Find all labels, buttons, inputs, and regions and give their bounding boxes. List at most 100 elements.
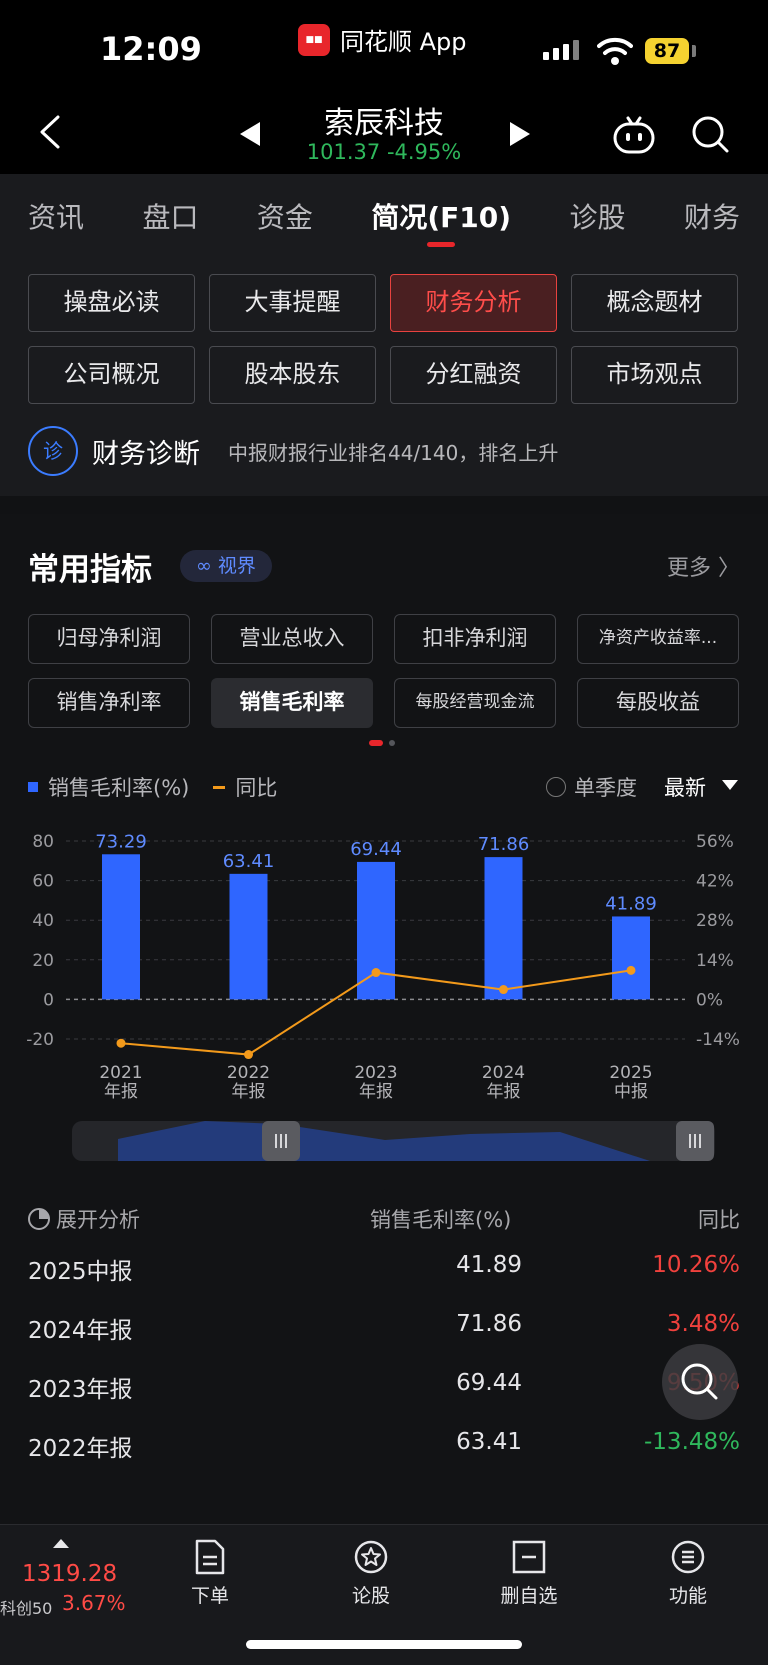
row-period: 2025中报: [28, 1259, 133, 1285]
y-left-tick-label: 20: [32, 951, 54, 971]
status-bar: 12:09 ■■ 同花顺 App 87: [0, 0, 768, 88]
table-row[interactable]: 2025中报 41.89 10.26%: [28, 1240, 740, 1298]
document-icon: [195, 1539, 225, 1575]
indicator-revenue[interactable]: 营业总收入: [211, 614, 373, 664]
yoy-point: [244, 1050, 253, 1060]
row-yoy: 3.48%: [666, 1311, 740, 1337]
nav-remove-label: 删自选: [500, 1585, 558, 1607]
diagnosis-icon: 诊: [28, 426, 78, 476]
expand-up-icon: [53, 1539, 69, 1548]
floating-search-button[interactable]: [662, 1344, 738, 1420]
indicator-deducted-profit[interactable]: 扣非净利润: [394, 614, 556, 664]
more-link[interactable]: 更多 〉: [667, 556, 740, 581]
f10-button-shareholders[interactable]: 股本股东: [209, 346, 376, 404]
shijie-badge[interactable]: ∞ 视界: [180, 550, 272, 582]
table-row[interactable]: 2024年报 71.86 3.48%: [28, 1299, 740, 1357]
row-period: 2023年报: [28, 1377, 133, 1403]
diagnosis-text: 中报财报行业排名44/140，排名上升: [228, 440, 559, 465]
infinity-icon: ∞: [196, 555, 218, 577]
tab-finance[interactable]: 财务: [683, 201, 740, 234]
tab-diagnosis[interactable]: 诊股: [569, 201, 626, 234]
indicator-buttons: 归母净利润 营业总收入 扣非净利润 净资产收益率... 销售净利率 销售毛利率 …: [28, 614, 740, 728]
financial-diagnosis[interactable]: 诊 财务诊断 中报财报行业排名44/140，排名上升: [28, 426, 558, 476]
prev-stock-icon[interactable]: [240, 122, 260, 146]
indicator-roe[interactable]: 净资产收益率...: [577, 614, 739, 664]
y-right-tick-label: 56%: [696, 832, 734, 852]
menu-circle-icon: [671, 1540, 705, 1574]
robot-assistant-icon[interactable]: [612, 116, 656, 156]
f10-button-trading-guide[interactable]: 操盘必读: [28, 274, 195, 332]
indicator-eps[interactable]: 每股收益: [577, 678, 739, 728]
indicator-net-profit[interactable]: 归母净利润: [28, 614, 190, 664]
yoy-point: [499, 985, 508, 995]
tab-news[interactable]: 资讯: [28, 201, 85, 234]
f10-button-dividends[interactable]: 分红融资: [390, 346, 557, 404]
star-badge-icon: [354, 1540, 388, 1574]
bar: [612, 916, 650, 1000]
f10-button-events[interactable]: 大事提醒: [209, 274, 376, 332]
minus-square-icon: [512, 1540, 546, 1574]
tab-quote[interactable]: 盘口: [142, 201, 199, 234]
battery-level: 87: [645, 38, 689, 64]
row-value: 41.89: [456, 1252, 522, 1278]
bar-value-label: 41.89: [605, 893, 657, 914]
row-value: 71.86: [456, 1311, 522, 1337]
stock-price: 101.37: [306, 140, 381, 164]
shijie-label: 视界: [217, 555, 256, 577]
app-name: ■■ 同花顺 App: [298, 22, 467, 57]
single-quarter-toggle[interactable]: 单季度: [546, 772, 637, 802]
f10-button-company-profile[interactable]: 公司概况: [28, 346, 195, 404]
period-dropdown[interactable]: 最新: [664, 772, 738, 802]
yoy-point: [116, 1038, 126, 1048]
x-tick-label: 2025: [609, 1063, 652, 1083]
x-tick-label: 2022: [227, 1063, 270, 1083]
table-row[interactable]: 2022年报 63.41 -13.48%: [28, 1417, 740, 1475]
y-left-tick-label: 0: [43, 990, 54, 1010]
section-title: 常用指标: [28, 552, 152, 588]
search-icon[interactable]: [690, 114, 730, 154]
index-name: 科创50: [0, 1599, 53, 1618]
stock-name: 索辰科技: [324, 106, 444, 141]
row-period: 2024年报: [28, 1318, 133, 1344]
top-tabs: 资讯 盘口 资金 简况(F10) 诊股 财务: [0, 174, 768, 254]
bar-legend-label: 销售毛利率(%): [48, 776, 190, 800]
back-icon[interactable]: [36, 114, 66, 150]
next-stock-icon[interactable]: [510, 122, 530, 146]
bar: [484, 857, 523, 1000]
chart-legend: 销售毛利率(%) 同比: [28, 772, 277, 802]
y-right-tick-label: 0%: [696, 990, 723, 1010]
yoy-point: [371, 968, 381, 978]
expand-analysis[interactable]: 展开分析: [28, 1204, 140, 1234]
tab-funds[interactable]: 资金: [256, 201, 313, 234]
row-yoy: -13.48%: [644, 1429, 740, 1455]
f10-button-market-views[interactable]: 市场观点: [571, 346, 738, 404]
f10-button-concepts[interactable]: 概念题材: [571, 274, 738, 332]
x-tick-label: 2023: [354, 1063, 397, 1083]
nav-functions[interactable]: 功能: [643, 1539, 733, 1608]
clock: 12:09: [100, 30, 202, 68]
diagnosis-title: 财务诊断: [92, 438, 200, 470]
gross-margin-chart: 80 56% 60 42% 40 28% 20 14% 0 0% -20 -14% 73.29 63.41…: [26, 831, 740, 1161]
table-header: 展开分析 销售毛利率(%) 同比: [28, 1204, 740, 1244]
nav-remove-watchlist[interactable]: 删自选: [484, 1539, 574, 1608]
single-quarter-label: 单季度: [574, 776, 637, 800]
dropdown-arrow-icon: [722, 780, 738, 790]
indicator-net-margin[interactable]: 销售净利率: [28, 678, 190, 728]
radio-icon: [546, 777, 566, 797]
period-dropdown-label: 最新: [664, 776, 706, 800]
header-yoy: 同比: [698, 1208, 740, 1232]
app-name-label: 同花顺 App: [340, 28, 467, 56]
stock-change: -4.95%: [386, 140, 462, 164]
wifi-icon: [597, 37, 633, 65]
x-tick-label: 年报: [487, 1082, 521, 1102]
nav-order[interactable]: 下单: [165, 1539, 255, 1608]
indicator-cashflow-per-share[interactable]: 每股经营现金流: [394, 678, 556, 728]
indicators-section: 常用指标 ∞ 视界 更多 〉 归母净利润 营业总收入 扣非净利润 净资产收益率.…: [0, 514, 768, 1524]
nav-discuss[interactable]: 论股: [326, 1539, 416, 1608]
indicator-gross-margin[interactable]: 销售毛利率: [211, 678, 373, 728]
line-legend-label: 同比: [235, 776, 278, 800]
bar-value-label: 71.86: [478, 834, 530, 855]
f10-button-financial-analysis[interactable]: 财务分析: [390, 274, 557, 332]
tab-f10[interactable]: 简况(F10): [371, 174, 511, 254]
